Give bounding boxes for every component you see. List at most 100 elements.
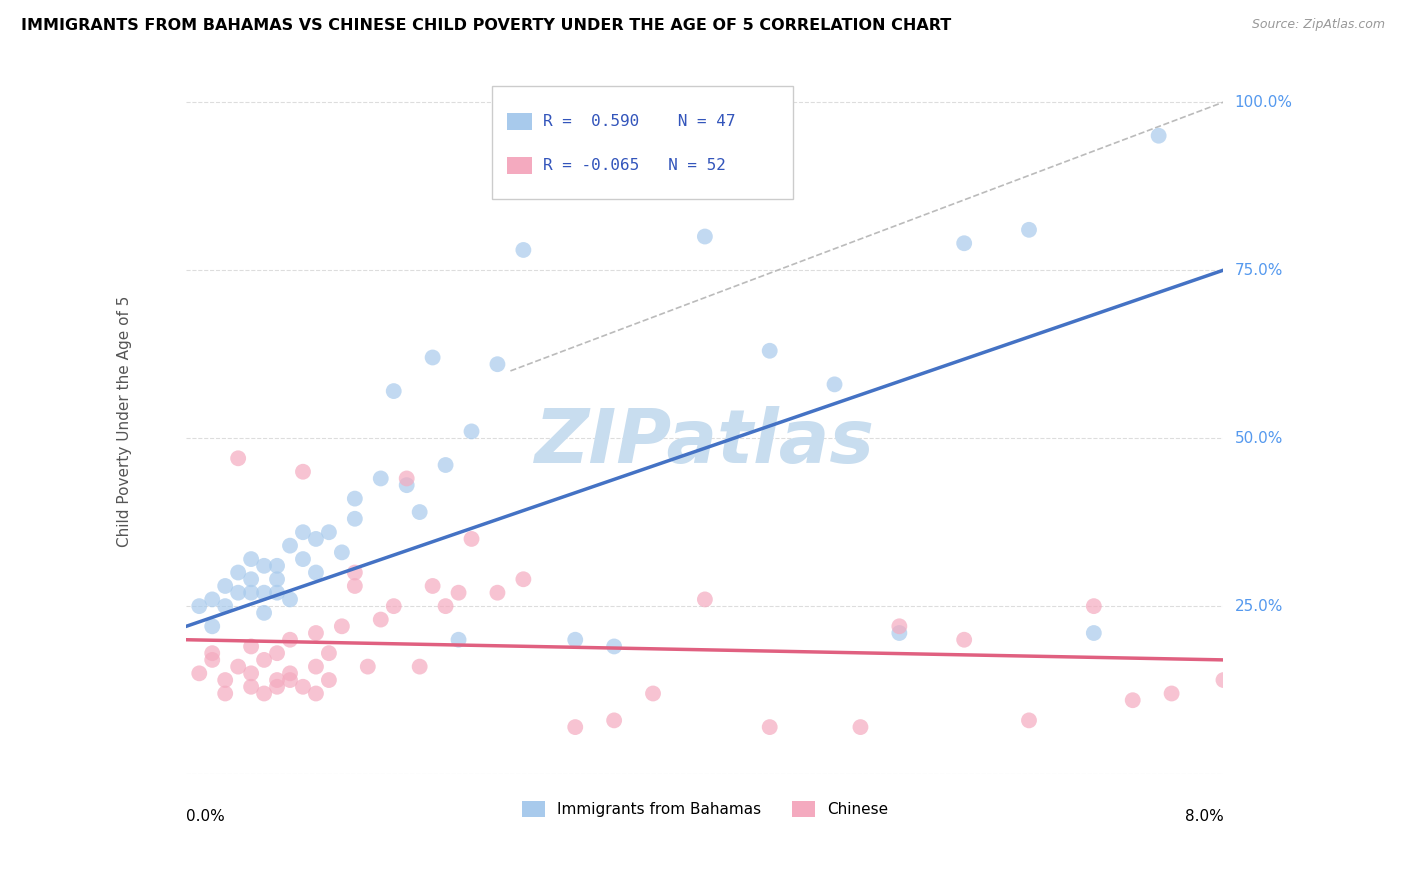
Point	[266, 680, 288, 694]
Point	[1083, 626, 1105, 640]
Point	[422, 579, 444, 593]
Point	[512, 243, 534, 257]
Point	[188, 599, 211, 614]
Point	[226, 566, 249, 580]
Point	[266, 572, 288, 586]
Point	[291, 680, 314, 694]
FancyBboxPatch shape	[506, 113, 531, 130]
Point	[253, 606, 276, 620]
Text: R = -0.065   N = 52: R = -0.065 N = 52	[543, 159, 725, 173]
Point	[889, 619, 911, 633]
Point	[278, 666, 301, 681]
Point	[318, 646, 340, 660]
Point	[603, 640, 626, 654]
Point	[460, 425, 482, 439]
Point	[266, 585, 288, 599]
Point	[278, 592, 301, 607]
Point	[395, 471, 418, 485]
Point	[240, 666, 263, 681]
Point	[953, 236, 976, 251]
Point	[330, 545, 353, 559]
Point	[240, 552, 263, 566]
Point	[1160, 686, 1182, 700]
Point	[305, 659, 328, 673]
Point	[291, 525, 314, 540]
Point	[693, 229, 716, 244]
FancyBboxPatch shape	[492, 87, 793, 199]
Text: Source: ZipAtlas.com: Source: ZipAtlas.com	[1251, 18, 1385, 31]
Point	[758, 720, 780, 734]
Point	[240, 572, 263, 586]
Point	[266, 673, 288, 687]
Text: IMMIGRANTS FROM BAHAMAS VS CHINESE CHILD POVERTY UNDER THE AGE OF 5 CORRELATION : IMMIGRANTS FROM BAHAMAS VS CHINESE CHILD…	[21, 18, 952, 33]
Point	[253, 585, 276, 599]
Point	[318, 673, 340, 687]
Point	[370, 613, 392, 627]
Point	[201, 646, 224, 660]
Point	[395, 478, 418, 492]
Point	[564, 632, 586, 647]
Point	[330, 619, 353, 633]
Point	[486, 585, 509, 599]
Point	[758, 343, 780, 358]
Text: 50.0%: 50.0%	[1234, 431, 1282, 446]
Point	[460, 532, 482, 546]
Point	[226, 585, 249, 599]
Point	[291, 552, 314, 566]
Point	[201, 619, 224, 633]
Text: 8.0%: 8.0%	[1185, 809, 1223, 824]
Point	[693, 592, 716, 607]
Point	[278, 673, 301, 687]
Point	[240, 640, 263, 654]
Text: 100.0%: 100.0%	[1234, 95, 1292, 110]
Point	[343, 579, 366, 593]
Point	[370, 471, 392, 485]
Point	[278, 632, 301, 647]
Point	[305, 626, 328, 640]
Point	[1122, 693, 1144, 707]
Point	[343, 566, 366, 580]
Point	[305, 566, 328, 580]
Point	[214, 599, 236, 614]
Point	[434, 458, 457, 472]
Point	[253, 686, 276, 700]
Text: R =  0.590    N = 47: R = 0.590 N = 47	[543, 114, 735, 129]
Point	[512, 572, 534, 586]
Point	[226, 451, 249, 466]
Point	[1018, 714, 1040, 728]
Point	[214, 686, 236, 700]
Point	[408, 659, 430, 673]
Text: Child Poverty Under the Age of 5: Child Poverty Under the Age of 5	[117, 295, 132, 547]
Text: ZIPatlas: ZIPatlas	[534, 406, 875, 479]
Point	[253, 558, 276, 573]
Point	[824, 377, 846, 392]
Point	[214, 673, 236, 687]
Point	[226, 659, 249, 673]
FancyBboxPatch shape	[506, 157, 531, 174]
Legend: Immigrants from Bahamas, Chinese: Immigrants from Bahamas, Chinese	[516, 795, 894, 823]
Point	[278, 539, 301, 553]
Point	[953, 632, 976, 647]
Text: 0.0%: 0.0%	[187, 809, 225, 824]
Point	[889, 626, 911, 640]
Point	[422, 351, 444, 365]
Point	[291, 465, 314, 479]
Text: 75.0%: 75.0%	[1234, 262, 1282, 277]
Point	[603, 714, 626, 728]
Point	[240, 585, 263, 599]
Point	[305, 532, 328, 546]
Point	[201, 653, 224, 667]
Point	[343, 512, 366, 526]
Point	[357, 659, 380, 673]
Point	[1147, 128, 1170, 143]
Point	[1018, 223, 1040, 237]
Point	[266, 646, 288, 660]
Point	[214, 579, 236, 593]
Point	[266, 558, 288, 573]
Point	[201, 592, 224, 607]
Point	[240, 680, 263, 694]
Point	[641, 686, 664, 700]
Point	[434, 599, 457, 614]
Point	[447, 632, 470, 647]
Point	[382, 599, 405, 614]
